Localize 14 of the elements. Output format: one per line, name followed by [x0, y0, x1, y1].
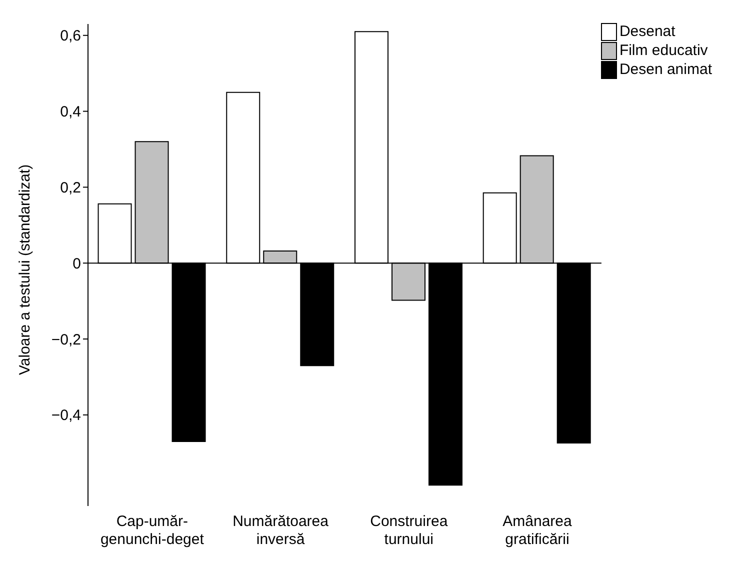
x-tick-label: Numărătoarea inversă: [232, 513, 330, 548]
y-tick-label: 0: [72, 255, 81, 272]
x-tick-label: Cap-umăr-genunchi-deget: [100, 513, 205, 548]
y-tick-label: 0,2: [60, 180, 81, 197]
x-tick-label: Construirea turnului: [370, 513, 448, 548]
y-tick-label: 0,6: [60, 28, 81, 45]
legend-label: Film educativ: [619, 41, 708, 60]
y-tick-label: −0,4: [51, 407, 81, 424]
y-axis-title: Valoare a testului (standardizat): [16, 164, 34, 375]
legend-label: Desenat: [619, 22, 676, 41]
x-tick-label: Amânarea gratificării: [502, 513, 573, 548]
y-tick-label: 0,4: [60, 104, 81, 121]
legend-label: Desen animat: [619, 60, 712, 79]
y-tick-label: −0,2: [51, 331, 81, 348]
